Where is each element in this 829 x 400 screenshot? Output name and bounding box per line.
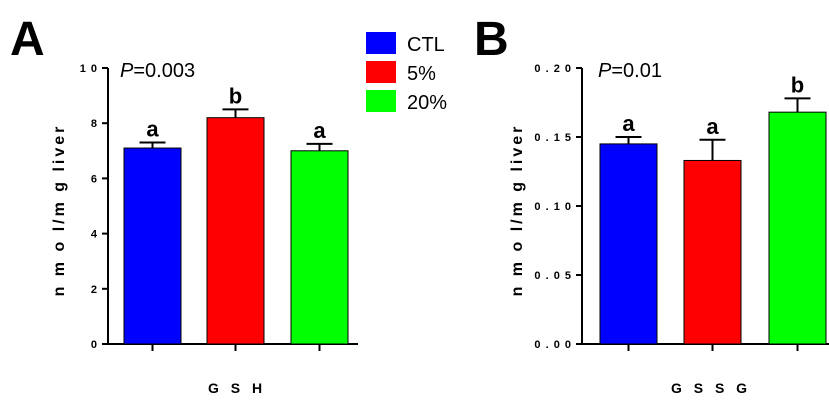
panel-b-significance-0: a — [622, 111, 635, 136]
panel-a-bar-2 — [290, 150, 349, 345]
panel-b-significance-1: a — [706, 114, 719, 139]
panel-a-bar-1 — [206, 117, 265, 345]
panel-b-letter: B — [474, 13, 509, 66]
panel-b-bar-1 — [683, 159, 742, 345]
panel-a-y-tick-label: 4 — [91, 229, 98, 241]
panel-b-significance-2: b — [791, 72, 804, 97]
panel-a-p-symbol: P — [120, 60, 134, 82]
panel-b-x-axis-label: G S S G — [671, 380, 751, 396]
panel-a-bar-0 — [123, 147, 182, 345]
panel-b-p-value: P=0.01 — [598, 60, 662, 82]
panel-a-chart: A P=0.003 n m o l/m g liver G S H 0 2 4 6 8 1… — [10, 13, 358, 396]
legend-label-20pct: 20% — [407, 92, 447, 114]
panel-a-y-tick-label: 6 — [91, 173, 98, 185]
panel-a-significance-1: b — [229, 83, 242, 108]
panel-a-p-value: P=0.003 — [120, 60, 195, 82]
panel-b-bar-0 — [599, 143, 658, 345]
panel-b-y-tick-label: 0 . 0 0 — [534, 339, 572, 351]
legend-swatch-20pct — [366, 90, 396, 112]
panel-a-y-tick-label: 8 — [91, 118, 98, 130]
panel-a-y-axis-label: n m o l/m g liver — [51, 124, 68, 297]
panel-a-y-tick-label: 2 — [91, 284, 98, 296]
panel-b-y-tick-label: 0 . 2 0 — [534, 63, 572, 75]
panel-a-p-number: =0.003 — [133, 60, 195, 82]
panel-a-y-tick-label: 1 0 — [80, 63, 98, 75]
legend-label-5pct: 5% — [407, 63, 436, 85]
panel-b-y-tick-label: 0 . 0 5 — [534, 270, 572, 282]
panel-b-p-symbol: P — [598, 60, 612, 82]
panel-a-significance-0: a — [146, 117, 159, 142]
legend-swatch-5pct — [366, 61, 396, 83]
panel-a-y-tick-label: 0 — [91, 339, 98, 351]
legend-label-ctl: CTL — [407, 34, 445, 56]
panel-b-y-tick-label: 0 . 1 5 — [534, 132, 572, 144]
legend: CTL 5% 20% — [366, 32, 447, 114]
panel-b-y-tick-label: 0 . 1 0 — [534, 201, 572, 213]
panel-b-p-number: =0.01 — [611, 60, 662, 82]
panel-a-letter: A — [10, 13, 45, 66]
panel-b-y-axis-label: n m o l/m g liver — [509, 124, 526, 297]
panel-a-significance-2: a — [313, 118, 326, 143]
legend-swatch-ctl — [366, 32, 396, 54]
panel-b-bar-2 — [768, 111, 827, 345]
panel-a-x-axis-label: G S H — [208, 380, 266, 396]
panel-b-chart: B P=0.01 n m o l/m g liver G S S G 0 . 0… — [474, 13, 829, 396]
